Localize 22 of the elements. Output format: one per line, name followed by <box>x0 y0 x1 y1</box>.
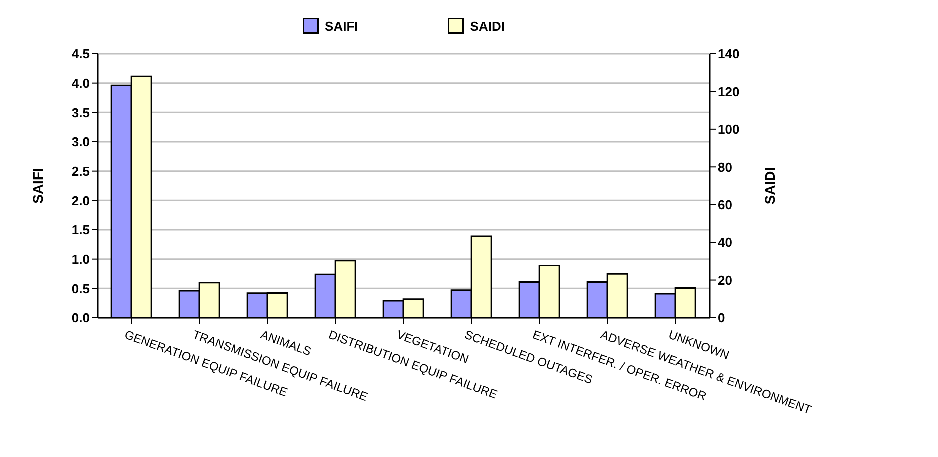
y2-tick-label: 0 <box>718 310 726 326</box>
y-tick-label: 0.0 <box>72 310 90 326</box>
legend-label: SAIDI <box>470 18 505 34</box>
y-tick-label: 3.5 <box>72 105 90 120</box>
y2-tick-label: 20 <box>718 272 732 288</box>
y-tick-label: 1.0 <box>72 252 90 267</box>
legend-label: SAIFI <box>325 18 358 34</box>
y-tick-label: 2.0 <box>72 193 90 208</box>
y2-tick-label: 140 <box>718 46 740 62</box>
y-tick-label: 0.5 <box>72 281 90 296</box>
y2-tick-label: 120 <box>718 84 740 100</box>
y-tick-label: 3.0 <box>72 134 90 150</box>
y2-tick-label: 60 <box>718 197 732 212</box>
y2-tick-label: 100 <box>718 122 740 138</box>
y2-axis-title: SAIDI <box>762 167 778 205</box>
y-axis-title: SAIFI <box>30 168 46 204</box>
y-tick-label: 4.5 <box>72 46 90 62</box>
y-tick-label: 1.5 <box>72 222 90 238</box>
y2-tick-label: 40 <box>718 235 732 250</box>
y-tick-label: 2.5 <box>72 164 90 179</box>
y-tick-label: 4.0 <box>72 76 90 91</box>
y2-tick-label: 80 <box>718 160 732 175</box>
